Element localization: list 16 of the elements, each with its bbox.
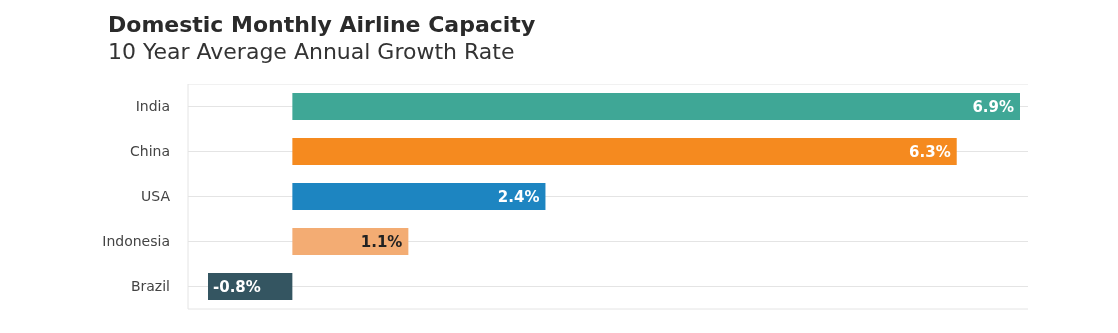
y-tick-label: USA (141, 188, 171, 205)
y-tick-label: China (130, 143, 170, 160)
data-label: 1.1% (360, 232, 403, 251)
y-tick-label: Brazil (130, 278, 170, 295)
y-tick-label: India (135, 98, 170, 115)
bar (292, 228, 409, 255)
bar (292, 138, 957, 165)
chart-subtitle: 10 Year Average Annual Growth Rate (108, 39, 516, 64)
bar (292, 183, 546, 210)
data-label: 6.9% (972, 97, 1014, 116)
data-label: -0.8% (213, 277, 261, 296)
y-tick-label: Indonesia (102, 233, 170, 250)
data-label: 2.4% (497, 187, 540, 206)
bar (292, 93, 1020, 120)
data-label: 6.3% (909, 142, 951, 161)
chart-title: Domestic Monthly Airline Capacity (108, 12, 537, 37)
